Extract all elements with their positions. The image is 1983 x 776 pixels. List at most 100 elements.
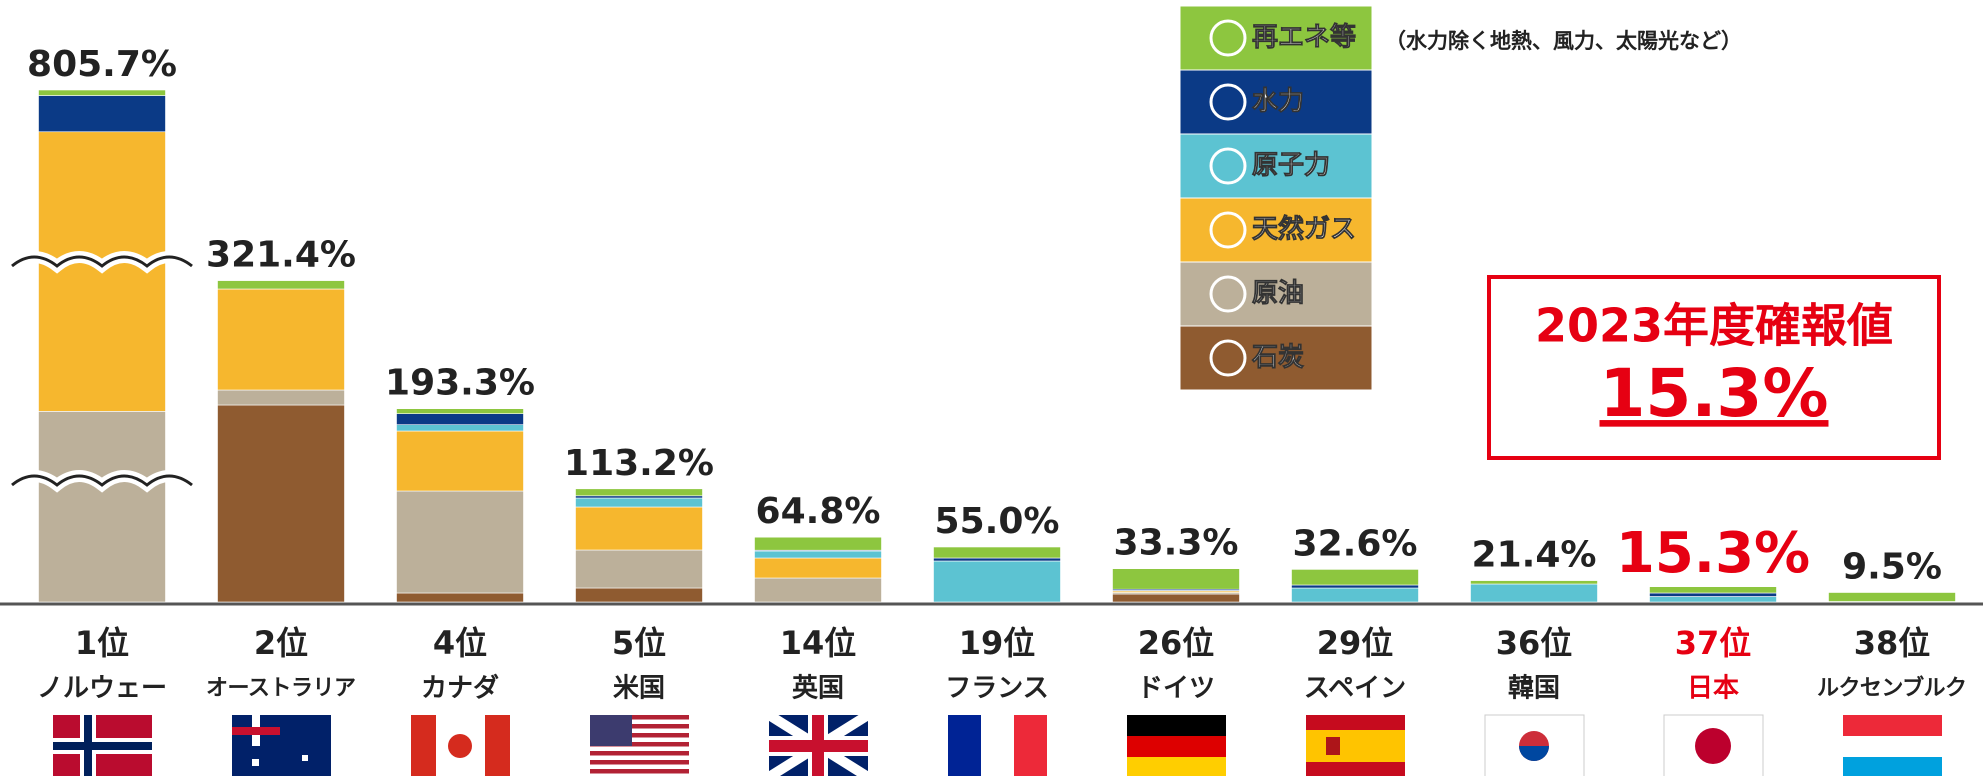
flag-part — [590, 769, 689, 774]
bar-segment — [933, 560, 1061, 603]
total-label: 9.5% — [1842, 547, 1942, 588]
flag-part — [981, 715, 1014, 776]
rank-label: 2位 — [254, 624, 308, 662]
flag — [1127, 715, 1226, 776]
legend-icon — [1209, 19, 1247, 57]
total-label: 15.3% — [1616, 521, 1810, 586]
bar-segment — [38, 89, 166, 96]
bar-segment — [754, 536, 882, 551]
flag — [411, 715, 510, 776]
flag-part — [232, 715, 331, 776]
flag-part — [590, 715, 689, 720]
bar-segment — [217, 389, 345, 406]
flag-part — [1127, 715, 1226, 736]
bar-segment — [754, 550, 882, 559]
flag-part — [590, 760, 689, 765]
flag — [948, 715, 1047, 776]
bar-segment — [217, 280, 345, 290]
legend-icon — [1209, 211, 1247, 249]
flag — [766, 710, 871, 776]
category-label: オーストラリア — [206, 676, 356, 701]
flag-part — [1519, 746, 1549, 761]
bar-segment — [217, 404, 345, 603]
flag-part — [1843, 736, 1942, 757]
bar-segment — [396, 408, 524, 415]
bar-segment — [396, 413, 524, 426]
bar-segment — [1649, 586, 1777, 594]
flag-part — [590, 733, 689, 738]
bar-segment — [575, 587, 703, 603]
total-label: 32.6% — [1293, 523, 1418, 564]
flag-part — [1306, 730, 1405, 762]
flag-part — [302, 755, 308, 761]
bar-segment — [1112, 593, 1240, 603]
category-label: ドイツ — [1137, 674, 1215, 704]
total-label: 55.0% — [935, 501, 1060, 542]
annotation-value: 15.3% — [1600, 355, 1829, 432]
flag-part — [1843, 757, 1942, 776]
flag-part — [590, 742, 689, 747]
legend-label: 再エネ等 — [1252, 22, 1356, 53]
bar-segment — [1470, 580, 1598, 585]
flag — [53, 715, 152, 776]
flag-part — [948, 715, 981, 776]
flag-part — [1014, 715, 1047, 776]
flag — [1663, 714, 1764, 776]
flag — [232, 715, 331, 776]
legend-note: （水力除く地熱、風力、太陽光など） — [1385, 29, 1742, 53]
legend-label: 石炭 — [1251, 343, 1304, 373]
flag — [590, 715, 689, 774]
bar-segment — [396, 424, 524, 432]
rank-label: 37位 — [1675, 624, 1752, 662]
flag-part — [1127, 757, 1226, 776]
legend-icon — [1209, 275, 1247, 313]
flag-part — [1843, 715, 1942, 736]
category-label: スペイン — [1304, 674, 1406, 704]
axis-break — [11, 255, 193, 268]
total-label: 33.3% — [1114, 523, 1239, 564]
bar-segment — [575, 549, 703, 589]
axis-break — [11, 474, 193, 487]
bar-segment — [1470, 583, 1598, 603]
flag-part — [1326, 737, 1340, 755]
flag — [1843, 715, 1942, 776]
legend-label: 水力 — [1252, 87, 1304, 117]
bar-segment — [754, 557, 882, 579]
rank-label: 5位 — [612, 624, 666, 662]
bar-segment — [1649, 592, 1777, 597]
total-label: 21.4% — [1472, 535, 1597, 576]
bar-segment — [1112, 568, 1240, 590]
annotation-title: 2023年度確報値 — [1535, 299, 1893, 353]
bar-segment — [1649, 596, 1777, 603]
legend-label: 天然ガス — [1252, 214, 1356, 245]
legend-label: 原子力 — [1252, 151, 1330, 181]
flag-part — [590, 751, 689, 756]
flag-part — [232, 727, 280, 735]
flag-part — [1695, 728, 1731, 764]
flag — [1306, 715, 1405, 776]
category-label: カナダ — [421, 673, 499, 704]
total-label: 193.3% — [385, 363, 535, 404]
total-label: 805.7% — [27, 44, 177, 85]
bar-segment — [575, 506, 703, 551]
flag-part — [485, 715, 510, 776]
legend-icon — [1209, 83, 1247, 121]
bar-segment — [1291, 569, 1419, 586]
bar-segment — [575, 497, 703, 508]
flag-part — [590, 724, 689, 729]
legend-icon — [1209, 147, 1247, 185]
flag-part — [448, 734, 472, 758]
annotation-box — [1487, 275, 1941, 460]
rank-label: 1位 — [75, 624, 129, 662]
bar-segment — [38, 95, 166, 133]
rank-label: 4位 — [433, 624, 487, 662]
category-label: ルクセンブルク — [1817, 675, 1967, 701]
flag-part — [252, 759, 259, 766]
category-label: 米国 — [613, 674, 665, 704]
rank-label: 19位 — [959, 624, 1036, 662]
legend-icon — [1209, 339, 1247, 377]
legend-swatch — [1179, 325, 1373, 391]
legend-label: 原油 — [1252, 279, 1304, 309]
category-label: フランス — [945, 674, 1048, 704]
